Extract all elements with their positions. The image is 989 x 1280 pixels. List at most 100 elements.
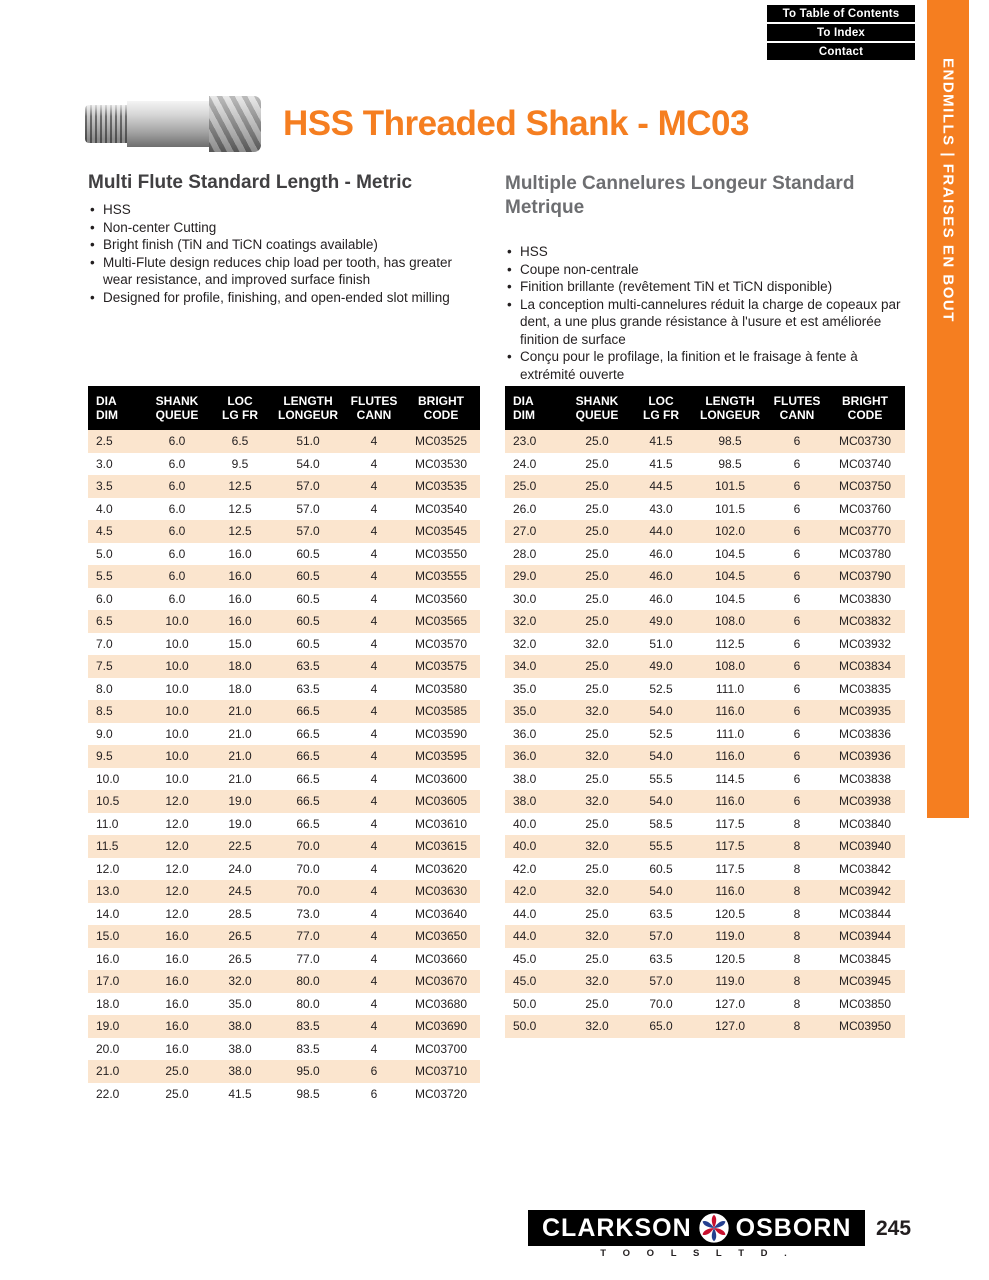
table-cell: 7.0	[96, 636, 113, 651]
table-cell: 41.5	[631, 430, 691, 453]
feature-bullet: Designed for profile, finishing, and ope…	[88, 289, 484, 307]
table-cell: 54.0	[631, 880, 691, 903]
section-tab-label: ENDMILLS | FRAISES EN BOUT	[939, 58, 957, 323]
column-header: SHANK QUEUE	[563, 386, 631, 430]
table-cell: 4	[370, 591, 378, 606]
table-row: 19.0 16.0 38.0 83.5 4 MC03690	[88, 1015, 480, 1038]
table-cell: 28.5	[228, 906, 252, 921]
section-tab-endmills: ENDMILLS | FRAISES EN BOUT	[927, 0, 969, 818]
table-cell: MC03640	[414, 906, 468, 921]
feature-list-french: HSSCoupe non-centraleFinition brillante …	[505, 243, 901, 383]
table-cell: 10.0	[165, 681, 189, 696]
table-cell: 40.0	[505, 835, 563, 858]
table-cell: 8	[769, 925, 825, 948]
table-cell: 63.5	[270, 655, 346, 678]
table-cell: 49.0	[631, 655, 691, 678]
spec-table-right: DIA DIM SHANK QUEUE LOC LG FR LENGTH LONGEUR FLU…	[505, 386, 905, 1038]
table-cell: 70.0	[270, 835, 346, 858]
section-title-french: Multiple Cannelures Longeur Standard Met…	[505, 173, 855, 218]
table-cell: 12.0	[144, 790, 210, 813]
endmill-photo	[85, 94, 261, 154]
table-cell: 119.0	[691, 970, 769, 993]
table-cell: 10.0	[165, 771, 189, 786]
table-cell: 95.0	[270, 1060, 346, 1083]
table-row: 5.0 6.0 16.0 60.5 4 MC03550	[88, 543, 480, 566]
table-row: 32.0 32.0 51.0 112.5 6 MC03932	[505, 633, 905, 656]
table-row: 11.0 12.0 19.0 66.5 4 MC03610	[88, 813, 480, 836]
table-cell: 6	[769, 430, 825, 453]
table-cell: 66.5	[270, 700, 346, 723]
table-cell: 13.0	[88, 880, 144, 903]
nav-contact-button[interactable]: Contact	[767, 43, 915, 60]
table-cell: 10.0	[144, 700, 210, 723]
table-cell: 120.5	[714, 906, 746, 921]
table-cell: MC03585	[402, 700, 480, 723]
page-title: HSS Threaded Shank - MC03	[283, 104, 749, 143]
nav-table-of-contents-button[interactable]: To Table of Contents	[767, 5, 915, 22]
table-row: 34.0 25.0 49.0 108.0 6 MC03834	[505, 655, 905, 678]
table-cell: MC03938	[825, 790, 905, 813]
table-cell: 6	[769, 790, 825, 813]
table-cell: MC03944	[825, 925, 905, 948]
table-cell: 6.0	[144, 430, 210, 453]
table-cell: 25.0	[585, 996, 609, 1011]
table-cell: 18.0	[210, 655, 270, 678]
table-row: 28.0 25.0 46.0 104.5 6 MC03780	[505, 543, 905, 566]
table-cell: 27.0	[505, 520, 563, 543]
nav-buttons: To Table of Contents To Index Contact	[767, 5, 915, 62]
table-cell: MC03720	[414, 1086, 468, 1101]
table-cell: 6.0	[144, 475, 210, 498]
table-cell: 17.0	[88, 970, 144, 993]
table-cell: 52.5	[649, 726, 673, 741]
table-cell: 6	[769, 700, 825, 723]
table-cell: 4	[370, 996, 378, 1011]
endmill-body	[127, 101, 211, 147]
table-row: 25.0 25.0 44.5 101.5 6 MC03750	[505, 475, 905, 498]
table-cell: 21.0	[210, 700, 270, 723]
clarkson-osborn-logo: CLARKSON OSBORN	[528, 1210, 866, 1246]
table-cell: 43.0	[649, 501, 673, 516]
table-cell: 54.0	[296, 456, 320, 471]
column-header: LOC LG FR	[631, 386, 691, 430]
table-cell: 6	[370, 1086, 378, 1101]
table-cell: 49.0	[631, 610, 691, 633]
table-cell: 4	[346, 520, 402, 543]
table-cell: 20.0	[96, 1041, 120, 1056]
table-cell: 6.0	[168, 501, 186, 516]
table-cell: 16.0	[228, 546, 252, 561]
nav-index-button[interactable]: To Index	[767, 24, 915, 41]
table-cell: 6	[793, 591, 801, 606]
table-row: 44.0 32.0 57.0 119.0 8 MC03944	[505, 925, 905, 948]
table-cell: 101.5	[714, 501, 746, 516]
table-cell: MC03550	[414, 546, 468, 561]
table-cell: 116.0	[691, 745, 769, 768]
table-cell: 4	[370, 546, 378, 561]
table-cell: 6.0	[96, 591, 113, 606]
table-row: 14.0 12.0 28.5 73.0 4 MC03640	[88, 903, 480, 926]
feature-bullet: Bright finish (TiN and TiCN coatings ava…	[88, 236, 484, 254]
table-cell: 51.0	[649, 636, 673, 651]
table-cell: 6.5	[210, 430, 270, 453]
table-cell: 8	[793, 861, 801, 876]
table-cell: 8	[769, 1015, 825, 1038]
table-cell: 60.5	[296, 546, 320, 561]
column-header: FLUTES CANN	[769, 386, 825, 430]
feature-bullet: Multi-Flute design reduces chip load per…	[88, 254, 484, 289]
table-cell: MC03844	[838, 906, 892, 921]
table-cell: 44.5	[631, 475, 691, 498]
table-cell: 18.0	[96, 996, 120, 1011]
table-cell: 34.0	[505, 655, 563, 678]
table-cell: 8	[793, 906, 801, 921]
table-cell: MC03570	[414, 636, 468, 651]
table-cell: 117.5	[715, 816, 745, 831]
brand-tools-ltd: T O O L S L T D .	[600, 1248, 794, 1259]
table-cell: 19.0	[210, 790, 270, 813]
table-row: 13.0 12.0 24.5 70.0 4 MC03630	[88, 880, 480, 903]
table-cell: 21.0	[228, 771, 252, 786]
table-cell: 57.0	[270, 520, 346, 543]
table-cell: 4	[370, 951, 378, 966]
table-cell: 24.5	[210, 880, 270, 903]
column-header: BRIGHT CODE	[825, 386, 905, 430]
table-row: 26.0 25.0 43.0 101.5 6 MC03760	[505, 498, 905, 521]
